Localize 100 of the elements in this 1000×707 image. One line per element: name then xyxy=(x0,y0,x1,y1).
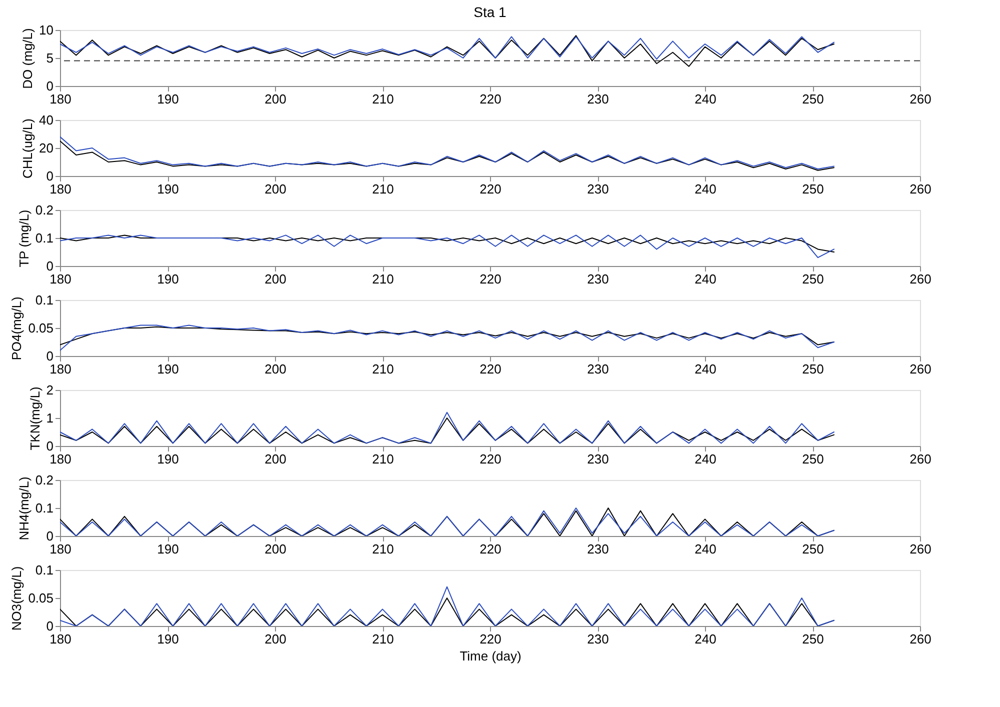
line-series xyxy=(60,418,834,444)
x-tick-label: 260 xyxy=(910,632,932,646)
chart-title: Sta 1 xyxy=(474,4,507,20)
line-series xyxy=(60,35,834,67)
y-axis-title: PO4(mg/L) xyxy=(9,296,24,360)
x-tick-label: 180 xyxy=(50,632,72,646)
y-tick-label: 0.1 xyxy=(35,292,54,308)
y-axis-title: DO (mg/L) xyxy=(20,28,36,89)
x-tick-label: 180 xyxy=(50,92,72,106)
x-tick-label: 210 xyxy=(372,362,394,376)
x-tick-label: 180 xyxy=(50,452,72,466)
x-tick-label: 230 xyxy=(587,182,609,196)
x-tick-label: 220 xyxy=(480,182,502,196)
y-tick-label: 0.2 xyxy=(35,202,54,218)
x-tick-label: 250 xyxy=(802,452,824,466)
x-tick-label: 190 xyxy=(157,362,179,376)
line-series xyxy=(60,586,834,626)
x-tick-label: 220 xyxy=(480,272,502,286)
y-tick-label: 20 xyxy=(39,140,54,156)
x-tick-label: 250 xyxy=(802,542,824,556)
x-tick-label: 240 xyxy=(694,452,716,466)
x-tick-label: 180 xyxy=(50,362,72,376)
x-tick-label: 220 xyxy=(480,542,502,556)
y-tick-label: 0.2 xyxy=(35,472,54,488)
line-series xyxy=(60,412,834,444)
x-tick-label: 250 xyxy=(802,272,824,286)
x-tick-label: 200 xyxy=(264,182,286,196)
x-tick-label: 190 xyxy=(157,632,179,646)
y-tick-label: 0 xyxy=(46,348,54,364)
line-series xyxy=(60,324,834,351)
x-tick-label: 180 xyxy=(50,272,72,286)
x-tick-label: 210 xyxy=(372,632,394,646)
y-tick-label: 0 xyxy=(46,168,54,184)
x-tick-label: 230 xyxy=(587,92,609,106)
y-axis-title: NO3(mg/L) xyxy=(9,566,24,631)
y-axis-title: TP (mg/L) xyxy=(16,210,32,268)
x-tick-label: 180 xyxy=(50,542,72,556)
y-tick-label: 5 xyxy=(46,50,54,66)
x-tick-label: 180 xyxy=(50,182,72,196)
y-tick-label: 10 xyxy=(39,22,54,38)
x-tick-label: 250 xyxy=(802,632,824,646)
x-tick-label: 240 xyxy=(694,182,716,196)
x-tick-label: 200 xyxy=(264,632,286,646)
x-tick-label: 190 xyxy=(157,92,179,106)
x-tick-label: 260 xyxy=(910,362,932,376)
y-tick-label: 0 xyxy=(46,258,54,274)
y-tick-label: 0.05 xyxy=(28,590,54,606)
x-tick-label: 250 xyxy=(802,362,824,376)
x-tick-label: 260 xyxy=(910,182,932,196)
x-tick-label: 220 xyxy=(480,362,502,376)
x-tick-label: 250 xyxy=(802,182,824,196)
x-tick-label: 200 xyxy=(264,542,286,556)
x-tick-label: 200 xyxy=(264,452,286,466)
x-tick-label: 210 xyxy=(372,542,394,556)
x-tick-label: 260 xyxy=(910,272,932,286)
x-tick-label: 240 xyxy=(694,632,716,646)
y-tick-label: 0.1 xyxy=(35,500,54,516)
x-tick-label: 260 xyxy=(910,452,932,466)
x-tick-label: 210 xyxy=(372,272,394,286)
x-tick-label: 220 xyxy=(480,92,502,106)
y-tick-label: 0.1 xyxy=(35,230,54,246)
x-tick-label: 240 xyxy=(694,542,716,556)
x-tick-label: 230 xyxy=(587,272,609,286)
y-tick-label: 2 xyxy=(46,382,54,398)
line-series xyxy=(60,326,834,346)
y-tick-label: 0 xyxy=(46,528,54,544)
x-tick-label: 190 xyxy=(157,542,179,556)
x-tick-label: 230 xyxy=(587,362,609,376)
x-tick-label: 190 xyxy=(157,182,179,196)
line-series xyxy=(60,136,834,170)
x-tick-label: 240 xyxy=(694,272,716,286)
y-axis-title: NH4(mg/L) xyxy=(16,476,32,540)
y-tick-label: 0.1 xyxy=(35,562,54,578)
line-series xyxy=(60,36,834,60)
x-tick-label: 230 xyxy=(587,632,609,646)
x-tick-label: 210 xyxy=(372,182,394,196)
y-axis-title: TKN(mg/L) xyxy=(27,386,42,450)
x-tick-label: 230 xyxy=(587,452,609,466)
x-tick-label: 190 xyxy=(157,272,179,286)
y-tick-label: 0 xyxy=(46,438,54,454)
x-tick-label: 250 xyxy=(802,92,824,106)
x-tick-label: 240 xyxy=(694,362,716,376)
x-tick-label: 220 xyxy=(480,452,502,466)
x-tick-label: 230 xyxy=(587,542,609,556)
y-tick-label: 0 xyxy=(46,618,54,634)
line-series xyxy=(60,234,834,258)
y-tick-label: 0 xyxy=(46,78,54,94)
y-tick-label: 1 xyxy=(46,410,54,426)
x-axis-title: Time (day) xyxy=(460,648,522,664)
x-tick-label: 210 xyxy=(372,92,394,106)
y-tick-label: 0.05 xyxy=(28,320,54,336)
x-tick-label: 200 xyxy=(264,92,286,106)
y-tick-label: 40 xyxy=(39,112,54,128)
y-axis-title: CHL(ug/L) xyxy=(20,118,36,178)
line-series xyxy=(60,508,834,536)
x-tick-label: 190 xyxy=(157,452,179,466)
x-tick-label: 200 xyxy=(264,362,286,376)
x-tick-label: 240 xyxy=(694,92,716,106)
x-tick-label: 260 xyxy=(910,542,932,556)
x-tick-label: 210 xyxy=(372,452,394,466)
